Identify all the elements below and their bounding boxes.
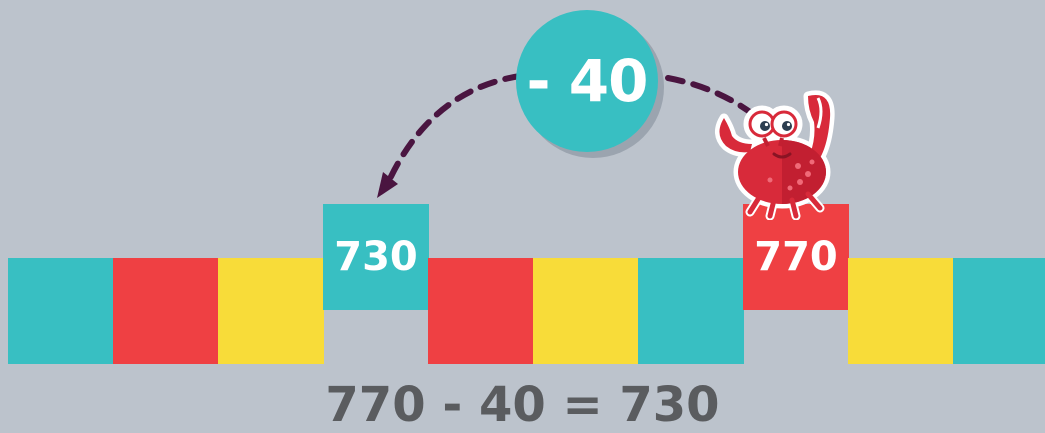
equation-text: 770 - 40 = 730	[325, 377, 720, 433]
number-line-tile-target: 730	[323, 204, 429, 310]
number-line-tile	[113, 258, 219, 364]
number-line-tile	[533, 258, 639, 364]
number-line-tile	[953, 258, 1045, 364]
number-line-tile	[8, 258, 114, 364]
tile-value-start: 770	[754, 234, 838, 280]
number-line-tile	[848, 258, 954, 364]
crab-icon	[715, 90, 835, 220]
jump-amount-label: - 40	[526, 47, 649, 115]
number-line-tile	[638, 258, 744, 364]
jump-amount-badge: - 40	[516, 10, 658, 152]
number-line-tile-start: 770	[743, 204, 849, 310]
number-line-tile	[218, 258, 324, 364]
tile-value-target: 730	[334, 234, 418, 280]
number-line-tile	[428, 258, 534, 364]
